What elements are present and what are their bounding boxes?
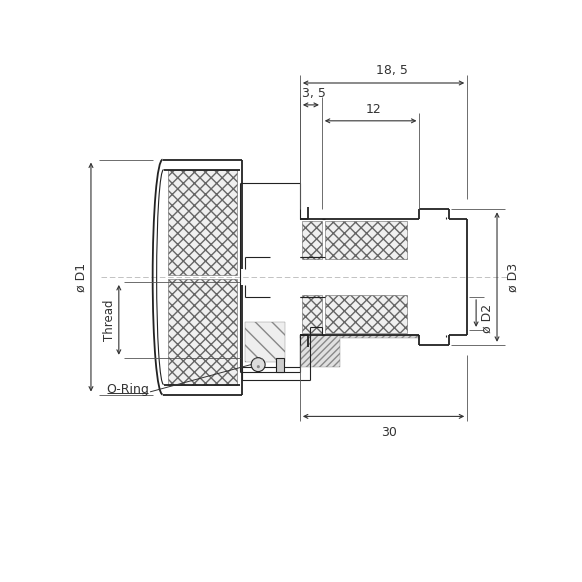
Bar	[168, 279, 237, 385]
Text: 3, 5: 3, 5	[302, 87, 326, 100]
Bar	[302, 221, 322, 259]
Text: 30: 30	[381, 427, 396, 439]
Text: ø D1: ø D1	[74, 262, 87, 292]
Bar	[302, 295, 322, 333]
Bar	[300, 335, 420, 338]
Text: O-Ring: O-Ring	[106, 383, 149, 396]
Text: ø D2: ø D2	[481, 304, 494, 333]
Bar	[245, 322, 285, 361]
Text: 12: 12	[365, 103, 381, 116]
Bar	[325, 221, 407, 259]
Bar	[325, 295, 407, 333]
Text: ø D3: ø D3	[507, 262, 520, 292]
Bar	[276, 358, 284, 372]
Bar	[168, 169, 237, 275]
Text: 18, 5: 18, 5	[375, 64, 407, 77]
Circle shape	[251, 358, 265, 372]
Text: Thread: Thread	[104, 300, 116, 341]
Polygon shape	[300, 335, 340, 367]
